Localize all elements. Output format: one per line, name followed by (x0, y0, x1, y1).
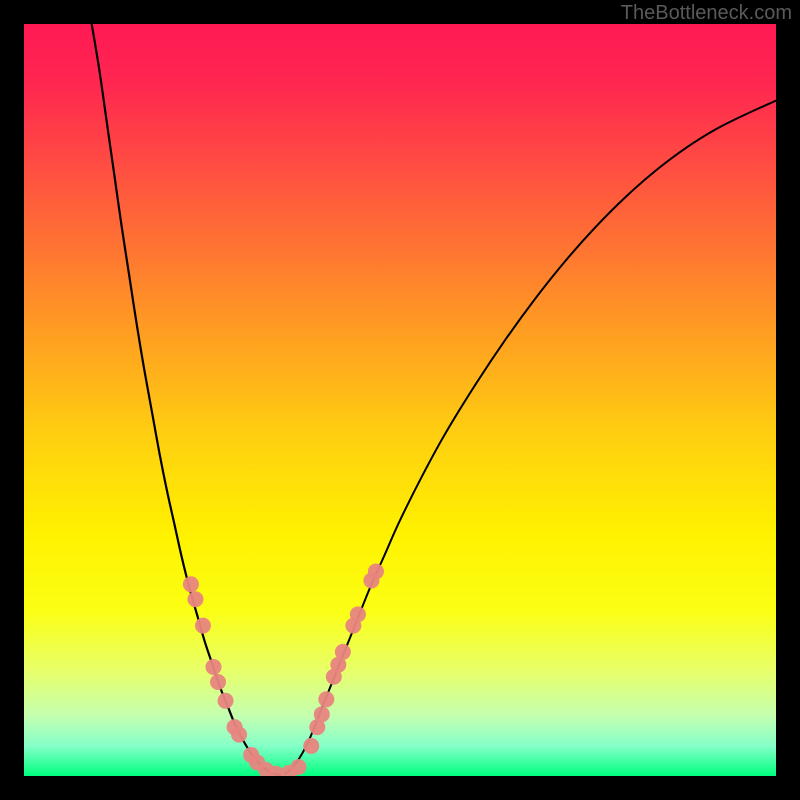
data-marker (335, 644, 351, 660)
data-marker (303, 738, 319, 754)
data-marker (210, 674, 226, 690)
data-marker (368, 563, 384, 579)
right-marker-cluster (303, 563, 384, 753)
data-marker (318, 691, 334, 707)
watermark-text: TheBottleneck.com (621, 2, 792, 25)
data-marker (187, 591, 203, 607)
curve-layer (24, 24, 776, 776)
data-marker (218, 693, 234, 709)
left-branch-line (92, 24, 280, 775)
left-marker-cluster (183, 576, 307, 776)
data-marker (206, 659, 222, 675)
data-marker (195, 618, 211, 634)
data-marker (290, 759, 306, 775)
data-marker (183, 576, 199, 592)
plot-area (24, 24, 776, 776)
data-marker (350, 606, 366, 622)
right-branch-line (280, 101, 776, 776)
data-marker (314, 706, 330, 722)
data-marker (231, 727, 247, 743)
